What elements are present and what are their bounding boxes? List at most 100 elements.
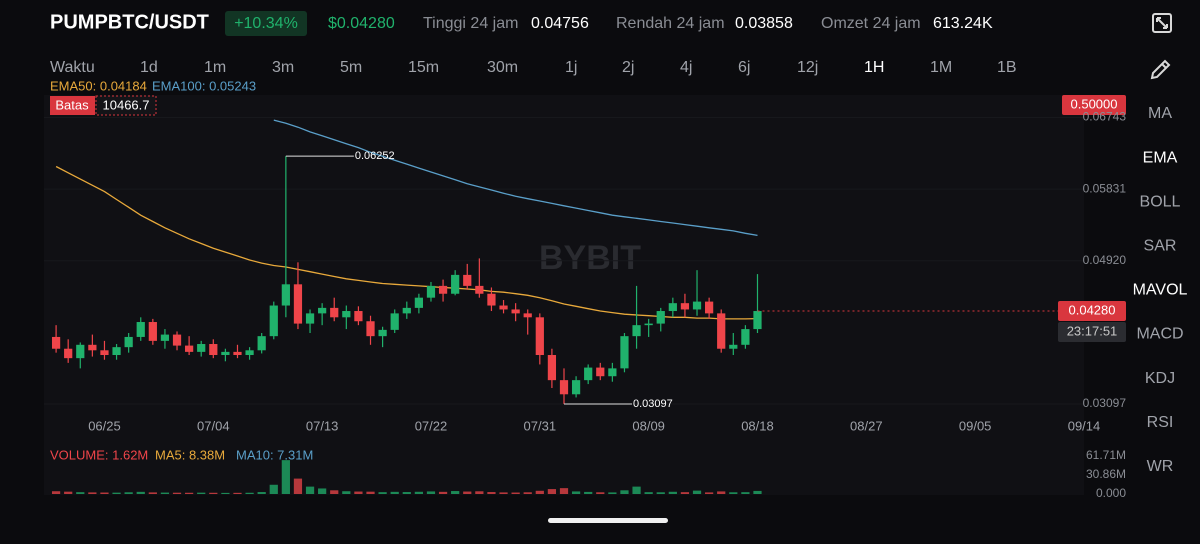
- limit-value-bg: [95, 95, 157, 116]
- timeframe[interactable]: 1M: [930, 59, 952, 76]
- candle-body: [185, 345, 194, 352]
- candle-body: [124, 336, 133, 348]
- y-tick-label: 0.06743: [1083, 110, 1127, 124]
- countdown: 23:17:51: [1067, 323, 1118, 338]
- timeframe[interactable]: 1B: [997, 59, 1017, 76]
- volume-tick-label: 0.000: [1096, 486, 1126, 500]
- timeframe[interactable]: 1d: [140, 59, 158, 76]
- candle-body: [366, 321, 375, 337]
- indicator[interactable]: MAVOL: [1133, 282, 1188, 299]
- volume-bar: [112, 492, 121, 494]
- x-tick-label: 08/09: [632, 418, 665, 433]
- candle-body: [269, 305, 278, 337]
- volume-bar: [438, 491, 448, 494]
- timeframe[interactable]: 2j: [622, 59, 634, 76]
- volume-bar: [741, 492, 750, 494]
- stat-label: Rendah 24 jam: [616, 15, 725, 32]
- volume-bar: [705, 492, 714, 494]
- candle-body: [559, 380, 569, 395]
- candle-body: [620, 336, 629, 369]
- timeframe[interactable]: 1j: [565, 59, 577, 76]
- x-tick-label: 09/14: [1068, 418, 1101, 433]
- volume-bar: [64, 491, 73, 494]
- volume-bar: [451, 491, 460, 494]
- y-tick-label: 0.04920: [1083, 253, 1127, 267]
- timeframe[interactable]: 5m: [340, 59, 362, 76]
- volume-bar: [124, 492, 133, 494]
- candle-body: [753, 311, 762, 330]
- indicator[interactable]: KDJ: [1145, 370, 1175, 387]
- volume-bar: [197, 492, 206, 494]
- candle-body: [414, 297, 423, 308]
- candle-body: [136, 322, 145, 337]
- volume-bar: [269, 484, 278, 494]
- volume-bar: [76, 492, 85, 494]
- timeframe[interactable]: Waktu: [50, 59, 95, 76]
- candle-body: [511, 309, 520, 314]
- indicator[interactable]: MACD: [1136, 326, 1183, 343]
- indicator[interactable]: BOLL: [1140, 193, 1181, 210]
- timeframe[interactable]: 3m: [272, 59, 294, 76]
- candle-body: [523, 313, 532, 318]
- x-tick-label: 07/31: [524, 418, 557, 433]
- timeframe[interactable]: 12j: [797, 59, 818, 76]
- candle-body: [741, 329, 750, 345]
- limit-price-tag: [1062, 95, 1126, 115]
- volume-bar: [51, 491, 61, 494]
- volume-bar: [257, 492, 266, 494]
- candle-body: [172, 334, 182, 346]
- timeframe[interactable]: 1H: [864, 59, 884, 76]
- extreme-label: 0.06252: [355, 150, 395, 162]
- extreme-label: 0.03097: [633, 398, 673, 410]
- timeframe[interactable]: 6j: [738, 59, 750, 76]
- volume-bar: [596, 492, 605, 494]
- candle-body: [475, 285, 484, 294]
- volume-bar: [354, 491, 363, 494]
- volume-bar: [318, 488, 327, 494]
- candle-body: [51, 336, 61, 349]
- candle-body: [402, 307, 411, 314]
- candle-body: [257, 336, 266, 351]
- candle-body: [305, 313, 315, 324]
- volume-bar: [414, 491, 423, 494]
- ema-legend: EMA50: 0.04184: [50, 78, 147, 93]
- volume-bar: [221, 492, 230, 494]
- x-tick-label: 08/27: [850, 418, 883, 433]
- volume-bar: [281, 460, 290, 494]
- candle-body: [354, 311, 363, 322]
- volume-bar: [148, 492, 157, 494]
- volume-bar: [523, 492, 532, 494]
- timeframe[interactable]: 15m: [408, 59, 439, 76]
- candle-body: [293, 284, 303, 324]
- ema-legend: EMA100: 0.05243: [152, 78, 256, 93]
- x-tick-label: 09/05: [959, 418, 992, 433]
- timeframe[interactable]: 30m: [487, 59, 518, 76]
- timeframe[interactable]: 4j: [680, 59, 692, 76]
- volume-bar: [547, 489, 557, 494]
- limit-label-bg: [50, 96, 95, 115]
- volume-bar: [233, 492, 242, 494]
- fullscreen-icon[interactable]: [1152, 13, 1172, 33]
- x-tick-label: 07/04: [197, 418, 230, 433]
- volume-bar: [378, 492, 387, 494]
- draw-icon[interactable]: [1150, 59, 1171, 80]
- volume-bar: [366, 491, 375, 494]
- volume-legend: MA10: 7.31M: [236, 447, 313, 462]
- indicator[interactable]: EMA: [1143, 149, 1178, 166]
- volume-bar: [680, 492, 690, 494]
- volume-bar: [463, 491, 472, 494]
- candle-body: [148, 322, 157, 341]
- limit-label: Batas: [55, 97, 89, 112]
- indicator[interactable]: SAR: [1144, 238, 1177, 255]
- timeframe[interactable]: 1m: [204, 59, 226, 76]
- indicator[interactable]: MA: [1148, 105, 1172, 122]
- indicator[interactable]: RSI: [1147, 414, 1174, 431]
- candle-body: [100, 350, 109, 356]
- volume-bar: [632, 486, 641, 494]
- x-tick-label: 06/25: [88, 418, 121, 433]
- candle-body: [692, 301, 702, 310]
- candle-body: [571, 380, 581, 395]
- change-badge: [225, 11, 307, 36]
- volume-bar: [100, 492, 109, 494]
- indicator[interactable]: WR: [1147, 458, 1174, 475]
